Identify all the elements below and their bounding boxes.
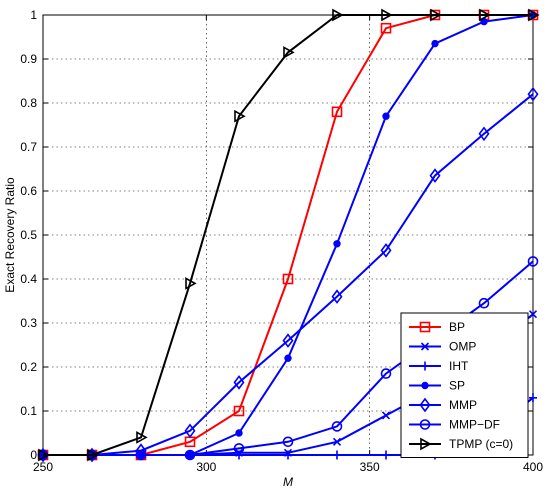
data-point-tpmp-c-0 xyxy=(234,109,246,123)
legend: BP OMP IHT SP MMP MMP−DF TPMP (c=0) xyxy=(400,312,529,458)
legend-label-tpmp-c-0: TPMP (c=0) xyxy=(449,437,513,451)
data-point-mmp-df xyxy=(331,421,343,432)
legend-marker-iht xyxy=(421,361,429,371)
legend-marker-sp xyxy=(421,381,429,390)
data-point-mmp xyxy=(478,126,490,142)
data-point-sp xyxy=(333,240,341,248)
data-point-mmp-df xyxy=(380,368,392,379)
y-tick-label: 0.6 xyxy=(20,184,37,198)
y-tick-label: 0.1 xyxy=(20,404,37,418)
x-tick-label: 350 xyxy=(360,460,380,474)
y-tick-label: 0.3 xyxy=(20,316,37,330)
data-point-mmp-df xyxy=(184,449,196,461)
data-point-mmp-df xyxy=(135,449,147,461)
data-point-tpmp-c-0 xyxy=(528,8,540,22)
data-point-bp xyxy=(331,106,343,118)
data-point-tpmp-c-0 xyxy=(332,8,344,22)
legend-label-mmp: MMP xyxy=(449,398,477,412)
data-point-bp xyxy=(233,405,245,417)
y-tick-label: 0.4 xyxy=(20,272,37,286)
x-axis-label: M xyxy=(283,475,293,489)
data-point-mmp-df xyxy=(478,297,490,309)
legend-label-mmp-df: MMP−DF xyxy=(449,418,500,432)
data-point-omp xyxy=(528,310,538,319)
data-point-tpmp-c-0 xyxy=(479,8,491,22)
data-point-iht xyxy=(382,450,390,460)
data-point-tpmp-c-0 xyxy=(185,277,197,290)
y-tick-label: 0 xyxy=(30,448,37,462)
y-tick-label: 0.8 xyxy=(20,96,37,110)
legend-marker-bp xyxy=(419,321,431,333)
data-point-iht xyxy=(529,393,537,403)
legend-marker-tpmp-c-0 xyxy=(420,437,432,451)
y-axis-label: Exact Recovery Ratio xyxy=(3,177,17,293)
legend-label-omp: OMP xyxy=(449,340,476,354)
data-point-sp xyxy=(382,112,390,120)
data-point-mmp xyxy=(135,443,147,458)
data-point-mmp xyxy=(331,289,343,304)
data-point-omp xyxy=(381,411,391,420)
data-point-mmp xyxy=(429,168,441,183)
data-point-tpmp-c-0 xyxy=(430,8,442,22)
data-point-mmp-df xyxy=(282,436,294,448)
data-point-mmp xyxy=(184,423,196,439)
data-point-mmp xyxy=(233,375,245,390)
data-point-mmp xyxy=(380,243,392,258)
x-tick-label: 250 xyxy=(33,460,53,474)
y-tick-label: 1 xyxy=(30,8,37,22)
x-tick-label: 300 xyxy=(196,460,216,474)
legend-marker-omp xyxy=(420,342,430,351)
data-point-tpmp-c-0 xyxy=(283,46,295,59)
series-line-mmp xyxy=(43,93,534,456)
data-point-omp xyxy=(332,437,342,446)
data-point-mmp-df xyxy=(233,443,245,454)
data-point-mmp xyxy=(282,333,294,348)
series-tpmp-c-0 xyxy=(38,8,540,462)
series-mmp xyxy=(37,86,539,463)
legend-label-bp: BP xyxy=(449,320,465,334)
data-point-sp xyxy=(431,39,439,48)
series-line-tpmp-c-0 xyxy=(43,14,533,456)
legend-label-iht: IHT xyxy=(449,359,469,373)
data-point-mmp xyxy=(527,86,539,102)
data-point-iht xyxy=(235,450,243,460)
data-point-bp xyxy=(380,22,392,34)
legend-label-sp: SP xyxy=(449,379,465,393)
data-point-sp xyxy=(235,429,243,437)
y-tick-label: 0.7 xyxy=(20,140,37,154)
x-tick-label: 400 xyxy=(523,460,543,474)
data-point-tpmp-c-0 xyxy=(381,8,393,22)
data-point-sp xyxy=(284,354,292,362)
y-tick-label: 0.5 xyxy=(20,228,37,242)
legend-marker-mmp xyxy=(419,397,431,413)
data-point-tpmp-c-0 xyxy=(87,448,99,462)
data-point-tpmp-c-0 xyxy=(38,448,50,462)
data-point-tpmp-c-0 xyxy=(136,431,148,444)
y-tick-label: 0.2 xyxy=(20,360,37,374)
y-tick-label: 0.9 xyxy=(20,52,37,66)
data-point-bp xyxy=(282,273,294,285)
data-point-iht xyxy=(284,450,292,460)
data-point-mmp-df xyxy=(527,256,539,267)
legend-marker-mmp-df xyxy=(419,419,431,430)
data-point-iht xyxy=(333,450,341,460)
